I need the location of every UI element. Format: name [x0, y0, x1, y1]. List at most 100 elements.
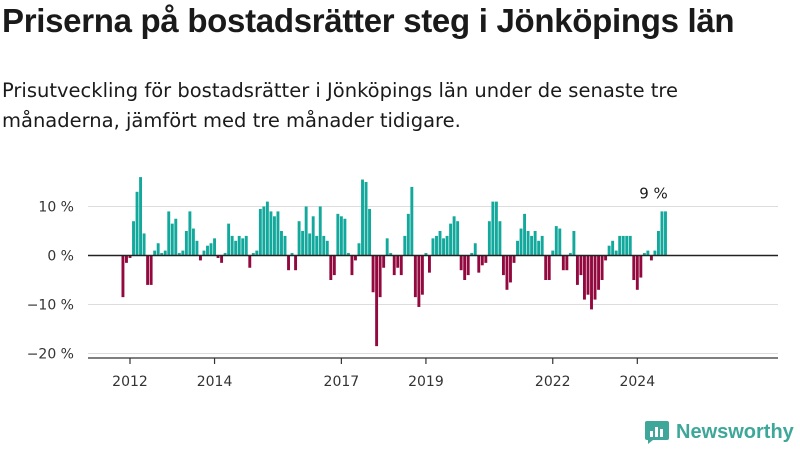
- bar: [121, 255, 125, 298]
- bar: [206, 245, 209, 256]
- bar: [480, 255, 484, 266]
- bar: [597, 255, 601, 290]
- bar: [501, 255, 505, 276]
- bar: [163, 250, 167, 256]
- x-tick-label: 2012: [112, 374, 148, 390]
- bar: [505, 255, 509, 290]
- bar: [463, 255, 467, 280]
- bar: [498, 221, 502, 256]
- x-tick-label: 2022: [535, 374, 571, 390]
- bar: [417, 255, 421, 307]
- bar: [575, 255, 579, 285]
- bar: [237, 235, 241, 256]
- chart-title: Priserna på bostadsrätter steg i Jönköpi…: [2, 2, 735, 39]
- bar: [445, 235, 449, 256]
- bar: [519, 228, 523, 256]
- bar: [607, 245, 611, 256]
- bar: [322, 235, 326, 256]
- bar: [385, 238, 389, 256]
- bar: [561, 255, 565, 271]
- x-tick-label: 2014: [197, 374, 233, 390]
- bar: [586, 255, 590, 295]
- bar: [318, 206, 322, 256]
- bar: [537, 240, 541, 256]
- bar: [195, 240, 199, 256]
- bar: [558, 228, 562, 256]
- bar: [146, 255, 150, 285]
- bar: [265, 201, 269, 256]
- bar: [466, 255, 470, 276]
- bar: [435, 235, 438, 256]
- bar: [530, 235, 534, 256]
- bar: [660, 211, 664, 256]
- bar: [551, 250, 555, 256]
- bar: [516, 240, 519, 256]
- bar: [618, 235, 622, 256]
- bar: [642, 253, 646, 256]
- bar: [392, 255, 396, 276]
- last-value-annotation: 9 %: [639, 184, 668, 202]
- bar: [332, 255, 336, 276]
- bar: [251, 253, 255, 256]
- bar: [544, 255, 548, 280]
- grid-layer: [88, 206, 778, 354]
- x-tick-label: 2024: [619, 374, 655, 390]
- bar: [438, 231, 442, 256]
- bar: [526, 231, 530, 256]
- bar: [272, 216, 276, 256]
- bar: [308, 233, 312, 256]
- bar: [213, 238, 216, 256]
- bar: [572, 231, 576, 256]
- bar: [579, 255, 583, 276]
- bar: [258, 208, 262, 256]
- bar: [153, 250, 157, 256]
- bar: [276, 211, 280, 256]
- bar: [357, 243, 361, 256]
- bar: [354, 255, 357, 261]
- bar: [420, 255, 424, 295]
- bar: [294, 255, 298, 271]
- bar: [304, 206, 308, 256]
- bar: [590, 255, 593, 310]
- bar: [301, 231, 305, 256]
- bars-layer: [121, 177, 667, 347]
- bar: [160, 253, 164, 256]
- bar: [487, 221, 491, 256]
- bar: [350, 255, 354, 276]
- bar: [241, 238, 245, 256]
- bar: [621, 235, 625, 256]
- bar: [600, 255, 604, 280]
- bar: [568, 253, 572, 256]
- bar: [156, 243, 160, 256]
- bar: [554, 226, 558, 256]
- bar: [646, 250, 650, 256]
- bar: [456, 221, 460, 256]
- bar: [191, 228, 195, 256]
- bar: [339, 216, 343, 256]
- bar: [255, 250, 259, 256]
- bar: [424, 253, 428, 256]
- bar: [216, 255, 220, 258]
- bar: [523, 213, 527, 256]
- bar: [220, 255, 224, 263]
- bar: [428, 255, 431, 273]
- bar: [614, 250, 618, 256]
- bar: [139, 177, 143, 256]
- bar: [368, 208, 372, 256]
- bar: [494, 201, 498, 256]
- bar: [170, 223, 174, 256]
- newsworthy-logo-icon: [645, 421, 669, 444]
- bar: [533, 231, 537, 256]
- bar: [452, 216, 456, 256]
- bar: [477, 255, 481, 273]
- bar: [653, 250, 657, 256]
- bar: [346, 253, 350, 256]
- bar: [329, 255, 333, 280]
- bar: [431, 238, 435, 256]
- bar: [269, 211, 273, 256]
- bar: [593, 255, 597, 300]
- bar: [181, 250, 185, 256]
- bar: [491, 201, 495, 256]
- bar: [315, 235, 319, 256]
- bar: [371, 255, 375, 293]
